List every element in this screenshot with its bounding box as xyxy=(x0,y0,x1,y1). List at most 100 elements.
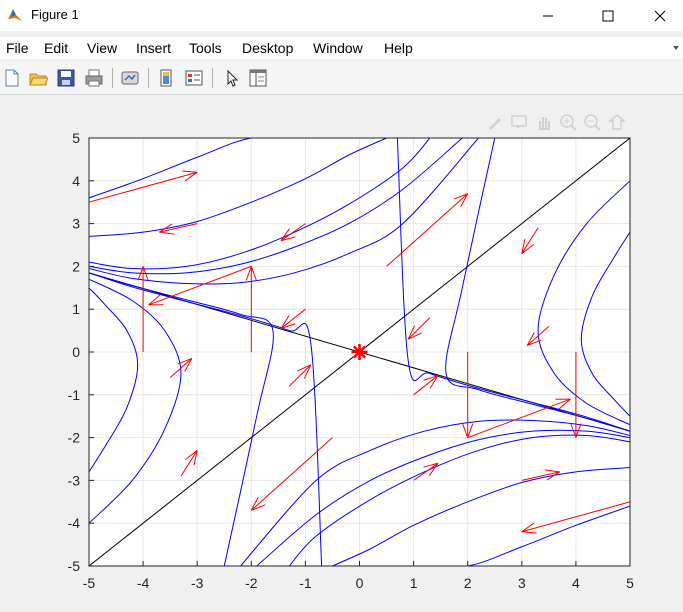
arrow-head xyxy=(245,266,252,281)
arrow-shaft xyxy=(521,227,539,254)
arrow-head xyxy=(407,332,423,340)
arrow-shaft xyxy=(526,325,550,346)
maximize-button[interactable] xyxy=(585,0,631,31)
menu-file[interactable]: File xyxy=(6,40,29,56)
edit-plot-icon[interactable] xyxy=(222,68,242,88)
arrow-head xyxy=(423,375,439,381)
direction-arrow xyxy=(413,375,439,396)
direction-arrow xyxy=(288,364,312,387)
y-tick-label: 4 xyxy=(72,173,80,189)
y-tick-label: 3 xyxy=(72,216,80,232)
save-icon[interactable] xyxy=(56,68,76,88)
trajectory-line xyxy=(396,138,630,432)
arrow-head xyxy=(521,522,535,533)
menu-help[interactable]: Help xyxy=(384,40,413,56)
restore-view-icon[interactable] xyxy=(608,113,626,131)
direction-arrow xyxy=(250,437,333,511)
arrow-head xyxy=(159,231,175,235)
arrow-shaft xyxy=(521,471,560,481)
arrow-head xyxy=(280,323,296,329)
x-tick-label: 0 xyxy=(356,575,364,591)
arrow-head xyxy=(423,462,439,468)
close-icon xyxy=(654,10,666,21)
arrow-shaft xyxy=(250,437,333,511)
property-inspector-icon[interactable] xyxy=(248,68,268,88)
menu-window[interactable]: Window xyxy=(313,40,363,56)
menu-bar: File Edit View Insert Tools Desktop Wind… xyxy=(0,37,683,59)
trajectory-line xyxy=(89,278,182,524)
direction-arrow xyxy=(280,308,306,329)
arrow-head xyxy=(527,339,542,347)
zoom-in-icon[interactable] xyxy=(559,113,577,131)
arrow-head xyxy=(250,496,259,511)
link-plot-icon[interactable] xyxy=(120,68,140,88)
y-tick-label: 2 xyxy=(72,258,80,274)
menu-desktop[interactable]: Desktop xyxy=(242,40,294,56)
marker-stroke xyxy=(352,345,367,359)
direction-arrow xyxy=(386,193,469,267)
pan-icon[interactable] xyxy=(535,113,553,131)
arrow-head xyxy=(159,223,173,233)
toolbar-separator xyxy=(212,68,213,88)
y-tick-label: -4 xyxy=(68,515,81,531)
arrow-head xyxy=(177,357,192,365)
y-tick-label: -2 xyxy=(68,430,81,446)
direction-arrow xyxy=(526,325,550,347)
menu-tools[interactable]: Tools xyxy=(189,40,222,56)
x-tick-label: 2 xyxy=(464,575,472,591)
close-button[interactable] xyxy=(637,0,683,31)
maximize-icon xyxy=(602,10,614,21)
trajectory-line xyxy=(89,138,463,275)
figure-toolbar xyxy=(0,62,683,95)
insert-colorbar-icon[interactable] xyxy=(156,68,176,88)
brush-icon[interactable] xyxy=(486,113,504,131)
open-file-icon[interactable] xyxy=(28,68,48,88)
menu-view[interactable]: View xyxy=(87,40,118,56)
x-tick-label: -1 xyxy=(299,575,312,591)
arrow-head xyxy=(296,364,312,372)
arrow-head xyxy=(280,236,296,242)
arrow-head xyxy=(544,469,560,473)
arrow-head xyxy=(184,358,193,372)
print-icon[interactable] xyxy=(84,68,104,88)
direction-arrow xyxy=(169,357,193,379)
menu-edit[interactable]: Edit xyxy=(44,40,69,56)
trajectory-line xyxy=(89,287,139,473)
y-tick-label: 5 xyxy=(72,130,80,146)
direction-arrow xyxy=(148,265,252,306)
toolbar-separator xyxy=(112,68,113,88)
arrow-head xyxy=(575,423,582,438)
arrow-head xyxy=(460,193,469,208)
arrow-head xyxy=(184,171,198,182)
arrow-head xyxy=(429,375,439,389)
trajectory-line xyxy=(332,467,630,566)
chevron-down-icon[interactable] xyxy=(673,45,679,51)
arrow-head xyxy=(570,423,577,438)
x-tick-label: -5 xyxy=(83,575,96,591)
arrow-shaft xyxy=(159,223,198,233)
direction-arrow xyxy=(159,223,198,235)
arrow-head xyxy=(407,325,416,340)
minimize-button[interactable] xyxy=(525,0,571,31)
new-figure-icon[interactable] xyxy=(2,68,22,88)
zoom-out-icon[interactable] xyxy=(583,113,601,131)
direction-arrow xyxy=(521,469,560,481)
title-bar: Figure 1 xyxy=(0,0,683,31)
trajectory-line xyxy=(240,419,630,566)
insert-legend-icon[interactable] xyxy=(184,68,204,88)
direction-arrow xyxy=(245,266,257,352)
menu-insert[interactable]: Insert xyxy=(136,40,172,56)
arrow-head xyxy=(182,170,198,173)
trajectory-line xyxy=(89,272,274,566)
arrow-head xyxy=(148,294,161,306)
y-tick-label: 1 xyxy=(72,301,80,317)
arrow-head xyxy=(280,228,291,242)
arrow-head xyxy=(521,244,534,254)
data-tips-icon[interactable] xyxy=(510,113,528,131)
equilibrium-marker xyxy=(351,344,368,360)
trajectory-line xyxy=(580,231,630,417)
y-tick-label: -3 xyxy=(68,472,81,488)
direction-arrow xyxy=(467,398,571,439)
y-tick-label: -5 xyxy=(68,558,81,574)
